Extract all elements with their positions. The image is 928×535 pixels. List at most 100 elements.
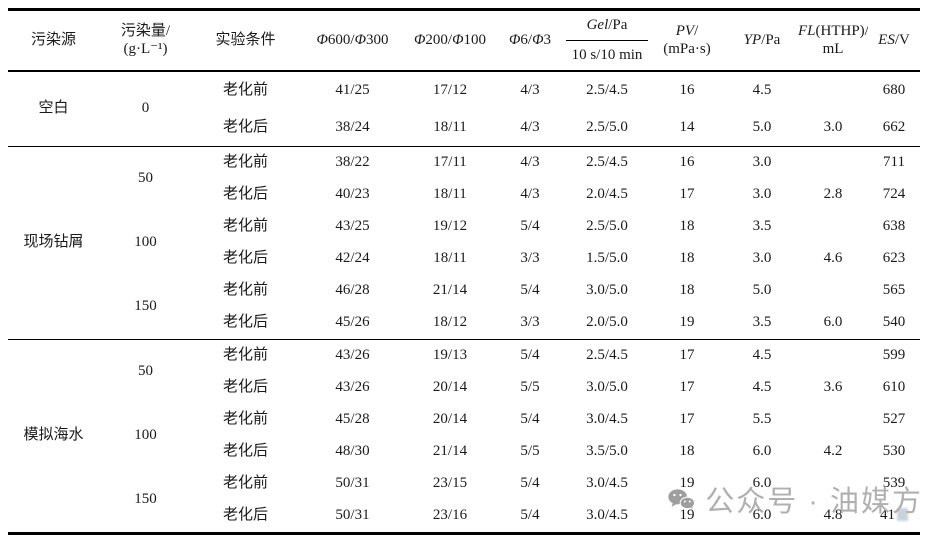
cell-phi600: 43/25 — [335, 218, 370, 235]
cell-fl: 6.0 — [823, 314, 843, 331]
cell-fl — [798, 404, 868, 436]
cell-es: 711 — [868, 146, 920, 179]
cell-condition: 老化后 — [222, 250, 268, 267]
cell-fl — [798, 146, 868, 179]
cell-amount: 0 — [141, 100, 150, 117]
cell-condition: 老化前 — [192, 146, 299, 179]
cell-pv: 17 — [679, 186, 695, 203]
cell-yp: 3.5 — [752, 218, 772, 235]
cell-pv: 17 — [679, 379, 695, 396]
cell-phi600: 41/25 — [335, 81, 370, 98]
header-amount: 污染量/(g·L⁻¹) — [99, 9, 192, 72]
table-row: 老化后 40/23 18/11 4/3 2.0/4.5 17 3.0 2.8 724 — [8, 179, 920, 211]
cell-phi6: 3/3 — [520, 250, 540, 267]
cell-fl — [798, 211, 868, 243]
table-row: 老化后 45/26 18/12 3/3 2.0/5.0 19 3.5 6.0 540 — [8, 307, 920, 340]
cell-source: 模拟海水 — [8, 339, 99, 534]
cell-phi600: 45/26 — [335, 314, 370, 331]
cell-condition: 老化前 — [222, 475, 268, 492]
cell-phi6: 4/3 — [520, 186, 540, 203]
cell-condition: 老化后 — [222, 186, 268, 203]
header-phi200: Φ200/Φ100 — [406, 9, 494, 72]
cell-gel: 2.5/5.0 — [586, 118, 628, 135]
cell-condition: 老化后 — [222, 507, 268, 524]
table-row: 老化后 38/24 18/11 4/3 2.5/5.0 14 5.0 3.0 662 — [8, 109, 920, 147]
cell-condition: 老化前 — [222, 218, 268, 235]
cell-pv: 18 — [679, 218, 695, 235]
cell-es: 610 — [882, 379, 906, 396]
cell-phi600: 40/23 — [335, 186, 370, 203]
cell-fl — [798, 71, 868, 109]
cell-gel: 3.5/5.0 — [586, 443, 628, 460]
cell-gel: 2.5/5.0 — [586, 218, 628, 235]
table-row: 老化后 43/26 20/14 5/5 3.0/5.0 17 4.5 3.6 610 — [8, 372, 920, 404]
cell-amount: 50 — [99, 339, 192, 404]
cell-phi6: 4/3 — [520, 118, 540, 135]
cell-yp: 4.5 — [752, 81, 772, 98]
cell-pv: 19 — [679, 314, 695, 331]
header-gel-top: Gel/Pa — [566, 9, 648, 41]
cell-amount: 50 — [99, 146, 192, 211]
cell-phi6: 5/4 — [494, 339, 566, 372]
cell-condition: 老化后 — [222, 379, 268, 396]
cell-yp: 5.0 — [752, 282, 772, 299]
cell-pv: 19 — [679, 475, 695, 492]
cell-phi6: 5/4 — [520, 507, 540, 524]
header-phi600: Φ600/Φ300 — [299, 9, 406, 72]
header-yp: YP/Pa — [726, 9, 798, 72]
cell-condition: 老化前 — [222, 282, 268, 299]
cell-yp: 6.0 — [752, 507, 772, 524]
table-header: 污染源 污染量/(g·L⁻¹) 实验条件 Φ600/Φ300 Φ200/Φ100 Φ6/Φ… — [8, 9, 920, 72]
header-es: ES/V — [868, 9, 920, 72]
cell-amount: 150 — [134, 298, 157, 315]
cell-gel: 2.5/4.5 — [566, 146, 648, 179]
cell-yp: 6.0 — [752, 443, 772, 460]
cell-yp: 3.0 — [752, 186, 772, 203]
cell-phi600: 45/28 — [335, 411, 370, 428]
cell-fl — [798, 275, 868, 307]
cell-condition: 老化后 — [222, 314, 268, 331]
cell-phi200: 18/11 — [433, 186, 467, 203]
cell-es: 680 — [882, 81, 906, 98]
cell-yp: 3.5 — [752, 314, 772, 331]
cell-phi200: 19/13 — [406, 339, 494, 372]
cell-pv: 18 — [679, 443, 695, 460]
cell-fl: 4.6 — [823, 250, 843, 267]
cell-phi200: 17/12 — [432, 81, 468, 98]
cell-phi6: 5/4 — [520, 411, 540, 428]
cell-pv: 18 — [679, 250, 695, 267]
cell-source: 空白 — [38, 100, 69, 117]
cell-phi6: 5/4 — [520, 475, 540, 492]
cell-phi600: 38/24 — [335, 118, 370, 135]
cell-es: 527 — [882, 411, 906, 428]
cell-phi6: 5/5 — [520, 443, 540, 460]
cell-fl: 4.8 — [823, 507, 843, 524]
cell-gel: 3.0/4.5 — [586, 475, 628, 492]
table-row: 150 老化前 46/28 21/14 5/4 3.0/5.0 18 5.0 565 — [8, 275, 920, 314]
table-row: 100 老化前 43/25 19/12 5/4 2.5/5.0 18 3.5 638 — [8, 211, 920, 250]
table-body: 空白 0 老化前 41/25 17/12 4/3 2.5/4.5 16 4.5 680 老化后 38/… — [8, 71, 920, 534]
cell-fl — [798, 339, 868, 372]
cell-phi200: 23/15 — [432, 475, 468, 492]
cell-phi200: 21/14 — [432, 443, 468, 460]
obscured-digit — [897, 508, 908, 522]
cell-phi6: 5/4 — [520, 282, 540, 299]
cell-condition: 老化前 — [192, 339, 299, 372]
cell-es: 530 — [882, 443, 906, 460]
cell-phi6: 4/3 — [520, 81, 540, 98]
cell-phi200: 18/11 — [433, 250, 467, 267]
cell-phi200: 21/14 — [432, 282, 468, 299]
cell-gel: 2.5/4.5 — [586, 81, 628, 98]
cell-pv: 16 — [648, 146, 726, 179]
cell-condition: 老化前 — [222, 411, 268, 428]
cell-source: 现场钻屑 — [8, 146, 99, 340]
cell-gel: 3.0/5.0 — [586, 282, 628, 299]
cell-phi600: 42/24 — [335, 250, 370, 267]
cell-phi600: 43/26 — [299, 339, 406, 372]
cell-es: 662 — [882, 118, 906, 135]
cell-phi200: 20/14 — [432, 379, 468, 396]
cell-condition: 老化后 — [222, 443, 268, 460]
cell-gel: 2.0/4.5 — [586, 186, 628, 203]
table-row: 老化后 50/31 23/16 5/4 3.0/4.5 19 6.0 4.8 41 — [8, 500, 920, 534]
cell-phi200: 23/16 — [432, 507, 468, 524]
